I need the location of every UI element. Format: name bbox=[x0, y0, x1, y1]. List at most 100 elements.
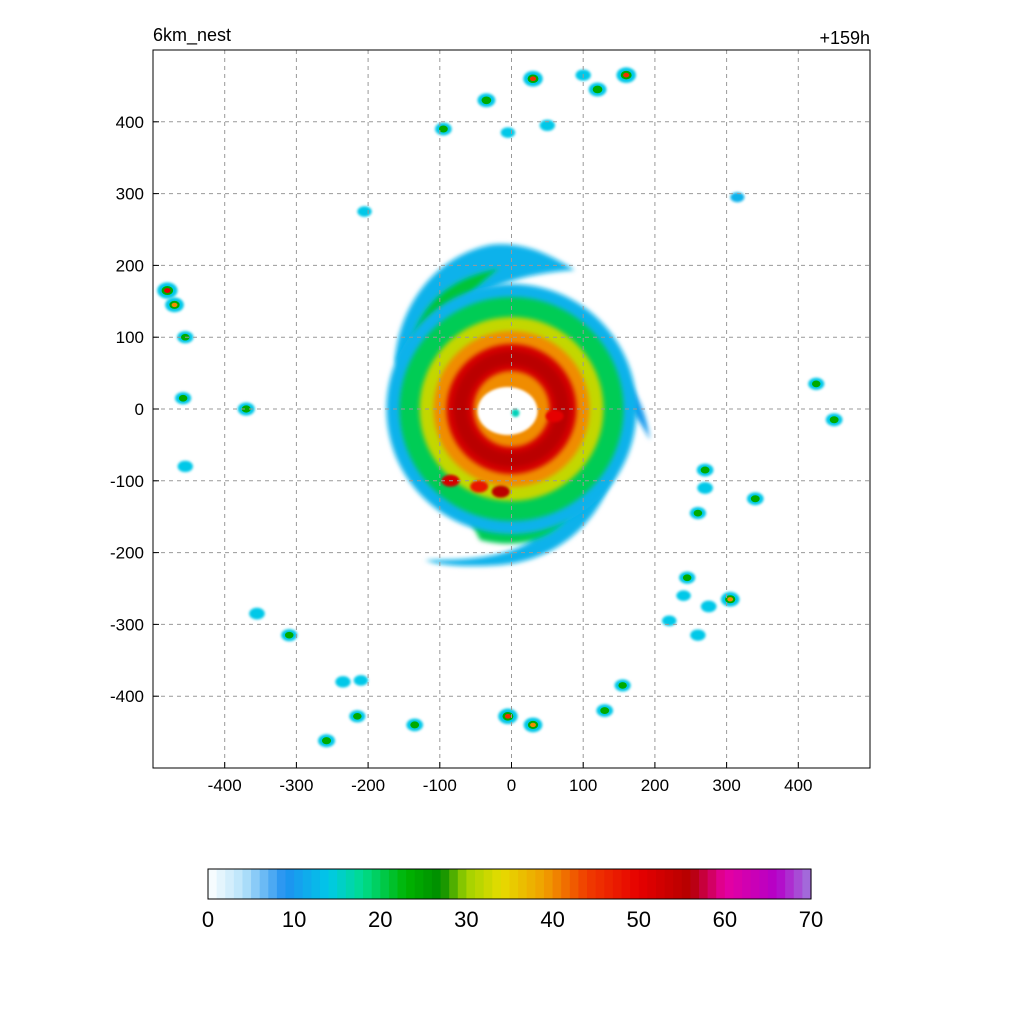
x-axis: -400 -300 -200 -100 0 100 200 300 400 bbox=[208, 762, 812, 795]
colorbar-bin bbox=[397, 869, 407, 899]
isolated-cell-core bbox=[750, 495, 760, 503]
colorbar-bin bbox=[233, 869, 244, 899]
colorbar-bin bbox=[328, 869, 338, 899]
colorbar-bin bbox=[406, 869, 416, 899]
colorbar-bin bbox=[733, 869, 743, 899]
colorbar-bin bbox=[475, 869, 485, 899]
isolated-cell-core bbox=[618, 682, 627, 689]
isolated-cells bbox=[157, 67, 843, 748]
colorbar-bin bbox=[578, 869, 588, 899]
x-tick-label: -300 bbox=[279, 776, 313, 795]
isolated-cell bbox=[539, 119, 556, 132]
x-tick-label: 200 bbox=[641, 776, 669, 795]
colorbar-tick-label: 70 bbox=[799, 907, 823, 932]
x-tick-label: 300 bbox=[712, 776, 740, 795]
colorbar-bin bbox=[630, 869, 640, 899]
isolated-cell-core bbox=[811, 380, 821, 388]
colorbar-bin bbox=[587, 869, 597, 899]
isolated-cell-peak bbox=[727, 597, 734, 602]
colorbar-bin bbox=[371, 869, 381, 899]
isolated-cell-peak bbox=[164, 288, 171, 293]
colorbar-bin bbox=[294, 869, 304, 899]
isolated-cell-peak bbox=[529, 76, 537, 82]
colorbar-bin bbox=[742, 869, 752, 899]
colorbar-bin bbox=[311, 869, 321, 899]
colorbar-bin bbox=[363, 869, 373, 899]
storm-eye bbox=[477, 387, 538, 435]
isolated-cell-core bbox=[592, 85, 603, 94]
colorbar-tick-label: 60 bbox=[713, 907, 737, 932]
colorbar-bin bbox=[604, 869, 614, 899]
run-title: 6km_nest bbox=[153, 25, 231, 46]
colorbar-bin bbox=[526, 869, 536, 899]
colorbar-bin bbox=[285, 869, 295, 899]
y-tick-label: -400 bbox=[110, 687, 144, 706]
colorbar-bin bbox=[259, 869, 269, 899]
isolated-cell bbox=[690, 629, 706, 641]
colorbar-bin bbox=[440, 869, 450, 899]
colorbar-tick-label: 40 bbox=[540, 907, 564, 932]
isolated-cell bbox=[177, 460, 193, 473]
colorbar-frame bbox=[207, 868, 812, 900]
y-tick-label: 300 bbox=[116, 185, 144, 204]
colorbar-bin bbox=[690, 869, 700, 899]
colorbar-bin bbox=[216, 869, 226, 899]
isolated-cell bbox=[700, 600, 717, 613]
colorbar-bin bbox=[647, 869, 657, 899]
x-tick-label: 400 bbox=[784, 776, 812, 795]
colorbar-bin bbox=[561, 869, 571, 899]
colorbar-bin bbox=[716, 869, 726, 899]
isolated-cell-core bbox=[178, 394, 188, 402]
convective-cell bbox=[491, 485, 510, 498]
isolated-cell bbox=[676, 590, 691, 601]
colorbar-bin bbox=[302, 869, 312, 899]
isolated-cell-core bbox=[693, 509, 703, 517]
isolated-cell-core bbox=[438, 125, 448, 133]
colorbar-bin bbox=[388, 869, 399, 899]
eye-echo bbox=[511, 409, 520, 417]
colorbar: 0 10 20 30 40 50 60 70 bbox=[202, 868, 823, 932]
isolated-cell-core bbox=[321, 737, 332, 745]
colorbar-bin bbox=[423, 869, 433, 899]
colorbar-bin bbox=[802, 869, 812, 899]
colorbar-bin bbox=[750, 869, 760, 899]
colorbar-bin bbox=[345, 869, 356, 899]
colorbar-bin bbox=[638, 869, 648, 899]
y-tick-label: 400 bbox=[116, 113, 144, 132]
colorbar-bin bbox=[500, 869, 511, 899]
isolated-cell-core bbox=[700, 466, 710, 474]
isolated-cell bbox=[249, 607, 265, 620]
colorbar-tick-label: 0 bbox=[202, 907, 214, 932]
colorbar-bin bbox=[466, 869, 476, 899]
x-tick-label: 0 bbox=[507, 776, 516, 795]
colorbar-bin bbox=[543, 869, 554, 899]
colorbar-bin bbox=[509, 869, 519, 899]
colorbar-bin bbox=[707, 869, 717, 899]
colorbar-bin bbox=[655, 869, 666, 899]
colorbar-bin bbox=[518, 869, 528, 899]
colorbar-bin bbox=[268, 869, 278, 899]
convective-cell bbox=[545, 410, 564, 423]
colorbar-bin bbox=[319, 869, 330, 899]
reflectivity-field bbox=[157, 67, 843, 748]
isolated-cell-peak bbox=[171, 302, 178, 308]
colorbar-bin bbox=[225, 869, 235, 899]
isolated-cell-core bbox=[353, 712, 362, 720]
x-tick-label: -100 bbox=[423, 776, 457, 795]
colorbar-bin bbox=[699, 869, 709, 899]
colorbar-bin bbox=[664, 869, 674, 899]
colorbar-tick-label: 20 bbox=[368, 907, 392, 932]
colorbar-bin bbox=[208, 869, 218, 899]
storm-reflectivity bbox=[386, 244, 650, 566]
isolated-cell-peak bbox=[504, 713, 512, 719]
isolated-cell-core bbox=[241, 405, 251, 413]
colorbar-bin bbox=[681, 869, 691, 899]
isolated-cell bbox=[661, 615, 677, 627]
colorbar-bin bbox=[785, 869, 795, 899]
colorbar-tick-label: 10 bbox=[282, 907, 306, 932]
isolated-cell-core bbox=[600, 707, 610, 715]
isolated-cell bbox=[335, 676, 351, 688]
y-tick-label: -200 bbox=[110, 544, 144, 563]
x-tick-label: 100 bbox=[569, 776, 597, 795]
colorbar-bin bbox=[535, 869, 545, 899]
